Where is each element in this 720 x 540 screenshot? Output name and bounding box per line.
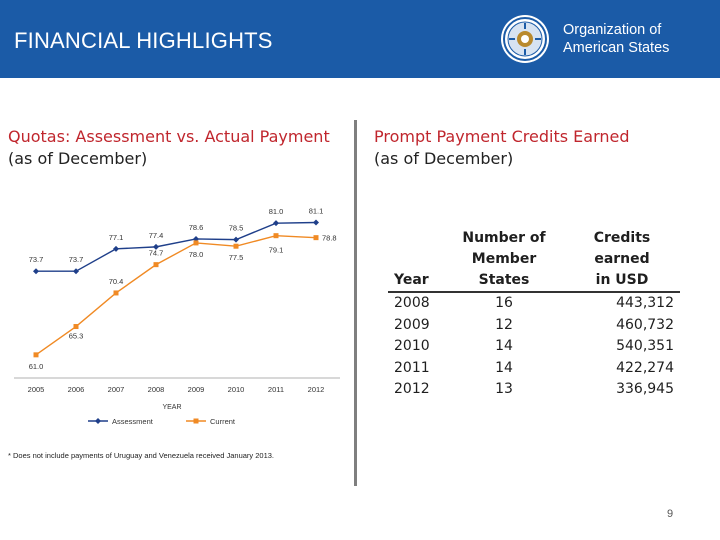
- cell-members: 14: [495, 338, 513, 354]
- cell-members: 13: [495, 381, 513, 397]
- x-tick-label: 2005: [28, 385, 45, 394]
- cell-year: 2010: [394, 338, 430, 354]
- cell-members: 14: [495, 359, 513, 376]
- chart-footnote: * Does not include payments of Uruguay a…: [8, 451, 275, 460]
- assessment-point: [73, 268, 79, 275]
- cell-credits: 443,312: [616, 295, 674, 311]
- header-members: Number of Member States: [444, 228, 564, 292]
- assessment-data-label: 81.1: [309, 207, 324, 216]
- assessment-data-label: 73.7: [69, 255, 84, 264]
- current-point: [313, 235, 319, 241]
- x-tick-label: 2009: [188, 385, 205, 394]
- table-row: 2009 12 460,732: [388, 315, 680, 337]
- credits-title: Prompt Payment Credits Earned (as of Dec…: [374, 126, 630, 170]
- quotas-title: Quotas: Assessment vs. Actual Payment (a…: [8, 126, 330, 170]
- assessment-point: [33, 268, 39, 275]
- header-bar: FINANCIAL HIGHLIGHTS Organization of Ame…: [0, 0, 720, 78]
- table-row: 2011 14 422,274: [388, 358, 680, 380]
- x-tick-label: 2006: [68, 385, 85, 394]
- page-title: FINANCIAL HIGHLIGHTS: [14, 28, 273, 53]
- current-point: [193, 240, 199, 246]
- current-data-label: 61.0: [29, 362, 44, 371]
- cell-year: 2012: [394, 381, 430, 397]
- assessment-point: [273, 220, 279, 227]
- page-number: 9: [667, 508, 674, 520]
- x-axis-title: YEAR: [162, 404, 181, 411]
- current-data-label: 70.4: [109, 277, 124, 286]
- current-point: [33, 352, 39, 358]
- x-tick-label: 2008: [148, 385, 165, 394]
- assessment-data-label: 77.1: [109, 233, 124, 242]
- current-data-label: 74.7: [149, 249, 164, 258]
- oas-seal-icon: [501, 15, 549, 63]
- assessment-point: [153, 243, 159, 250]
- panel-divider: [354, 120, 357, 486]
- current-data-label: 77.5: [229, 253, 244, 262]
- series-line-assessment: [36, 221, 317, 272]
- assessment-data-label: 81.0: [269, 207, 284, 216]
- org-name-line2: American States: [563, 40, 670, 56]
- x-tick-label: 2012: [308, 385, 325, 394]
- org-name-line1: Organization of: [563, 22, 662, 38]
- cell-credits: 422,274: [616, 359, 674, 376]
- header-members-line2: Member States: [471, 251, 537, 288]
- quotas-line-chart: 2005 2006 2007 2008 2009 2010 2011 2012 YEAR 73.7…: [14, 207, 340, 426]
- cell-year: 2011: [394, 359, 430, 376]
- credits-title-line2: (as of December): [374, 149, 514, 168]
- current-point: [233, 243, 239, 249]
- header-members-line1: Number of: [462, 230, 546, 246]
- x-tick-label: 2010: [228, 385, 245, 394]
- cell-members: 12: [495, 316, 513, 333]
- legend-label: Assessment: [112, 417, 154, 426]
- cell-year: 2009: [394, 316, 430, 333]
- credits-title-line1: Prompt Payment Credits Earned: [374, 127, 630, 146]
- header-credits-line2: in USD: [595, 272, 649, 288]
- legend-label: Current: [210, 417, 236, 426]
- current-point: [153, 262, 159, 268]
- x-tick-label: 2007: [108, 385, 125, 394]
- table-row: 2012 13 336,945: [388, 379, 680, 401]
- table-row: 2008 16 443,312: [388, 292, 680, 315]
- assessment-point: [313, 219, 319, 226]
- assessment-data-label: 78.6: [189, 223, 204, 232]
- org-name: Organization of American States: [563, 21, 669, 57]
- header-year: Year: [394, 272, 429, 288]
- current-point: [73, 324, 79, 330]
- assessment-data-label: 73.7: [29, 255, 44, 264]
- cell-credits: 540,351: [616, 338, 674, 354]
- current-point: [113, 290, 119, 296]
- assessment-point: [233, 236, 239, 243]
- current-data-label: 79.1: [269, 246, 284, 255]
- assessment-data-label: 78.5: [229, 224, 244, 233]
- assessment-point: [113, 245, 119, 252]
- cell-credits: 336,945: [616, 381, 674, 397]
- header-credits: Credits earned in USD: [564, 228, 680, 292]
- quotas-title-line1: Quotas: Assessment vs. Actual Payment: [8, 127, 330, 146]
- x-tick-label: 2011: [268, 385, 284, 394]
- credits-table: Year Number of Member States Credits ear…: [388, 228, 680, 401]
- current-point: [273, 233, 279, 239]
- table-row: 2010 14 540,351: [388, 336, 680, 358]
- current-data-label: 78.8: [322, 234, 337, 243]
- current-data-label: 78.0: [189, 250, 204, 259]
- cell-credits: 460,732: [616, 316, 674, 333]
- legend-marker: [193, 418, 199, 424]
- assessment-data-label: 77.4: [149, 231, 164, 240]
- legend-marker: [95, 418, 101, 424]
- current-data-label: 65.3: [69, 332, 84, 341]
- series-line-current: [35, 234, 317, 356]
- header-credits-line1: Credits earned: [593, 230, 651, 267]
- cell-members: 16: [495, 295, 513, 311]
- assessment-point: [193, 235, 199, 242]
- quotas-title-line2: (as of December): [8, 149, 148, 168]
- cell-year: 2008: [394, 295, 430, 311]
- credits-table-header: Year Number of Member States Credits ear…: [388, 228, 680, 292]
